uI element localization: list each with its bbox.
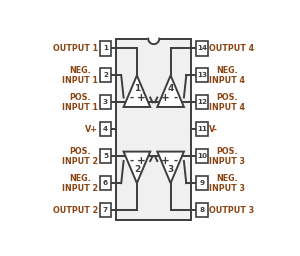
- Text: 3: 3: [167, 165, 174, 174]
- Bar: [100, 95, 111, 109]
- Text: POS.
INPUT 3: POS. INPUT 3: [209, 147, 245, 166]
- Text: 4: 4: [167, 84, 174, 93]
- Text: 3: 3: [103, 99, 108, 105]
- Text: 12: 12: [197, 99, 207, 105]
- Polygon shape: [157, 152, 184, 183]
- Text: -: -: [129, 92, 134, 102]
- Text: NEG.
INPUT 1: NEG. INPUT 1: [62, 66, 98, 85]
- Text: 5: 5: [103, 153, 108, 159]
- Polygon shape: [124, 76, 150, 107]
- Bar: [196, 41, 208, 56]
- Text: 2: 2: [103, 72, 108, 78]
- Text: OUTPUT 1: OUTPUT 1: [53, 44, 98, 53]
- Text: OUTPUT 2: OUTPUT 2: [53, 206, 98, 215]
- Text: 11: 11: [197, 126, 207, 132]
- Text: POS.
INPUT 2: POS. INPUT 2: [62, 147, 98, 166]
- Text: 1: 1: [103, 46, 108, 51]
- Text: 14: 14: [197, 46, 207, 51]
- Bar: [196, 176, 208, 190]
- Text: +: +: [161, 156, 170, 166]
- Bar: [100, 41, 111, 56]
- Text: +: +: [137, 156, 146, 166]
- Bar: [116, 39, 191, 220]
- Text: NEG.
INPUT 2: NEG. INPUT 2: [62, 174, 98, 193]
- Bar: [196, 95, 208, 109]
- Text: +: +: [161, 92, 170, 102]
- Text: 4: 4: [103, 126, 108, 132]
- Text: 13: 13: [197, 72, 207, 78]
- Bar: [100, 122, 111, 136]
- Text: V+: V+: [85, 125, 98, 134]
- Text: 2: 2: [134, 165, 140, 174]
- Text: OUTPUT 3: OUTPUT 3: [209, 206, 254, 215]
- Bar: [196, 68, 208, 82]
- Bar: [196, 203, 208, 217]
- Text: 6: 6: [103, 180, 108, 186]
- Text: 8: 8: [200, 207, 205, 213]
- Polygon shape: [124, 152, 150, 183]
- Text: 9: 9: [200, 180, 205, 186]
- Polygon shape: [157, 76, 184, 107]
- Bar: [100, 149, 111, 163]
- Bar: [100, 203, 111, 217]
- Bar: [196, 149, 208, 163]
- Text: V-: V-: [209, 125, 218, 134]
- Text: -: -: [173, 92, 178, 102]
- Bar: [100, 176, 111, 190]
- Text: NEG.
INPUT 4: NEG. INPUT 4: [209, 66, 245, 85]
- Text: 1: 1: [134, 84, 140, 93]
- Text: POS.
INPUT 4: POS. INPUT 4: [209, 93, 245, 112]
- Text: +: +: [137, 92, 146, 102]
- Text: OUTPUT 4: OUTPUT 4: [209, 44, 254, 53]
- Text: 7: 7: [103, 207, 108, 213]
- Text: -: -: [173, 156, 178, 166]
- Text: NEG.
INPUT 3: NEG. INPUT 3: [209, 174, 245, 193]
- Text: -: -: [129, 156, 134, 166]
- Polygon shape: [148, 39, 159, 44]
- Bar: [100, 68, 111, 82]
- Text: POS.
INPUT 1: POS. INPUT 1: [62, 93, 98, 112]
- Text: 10: 10: [197, 153, 207, 159]
- Bar: [196, 122, 208, 136]
